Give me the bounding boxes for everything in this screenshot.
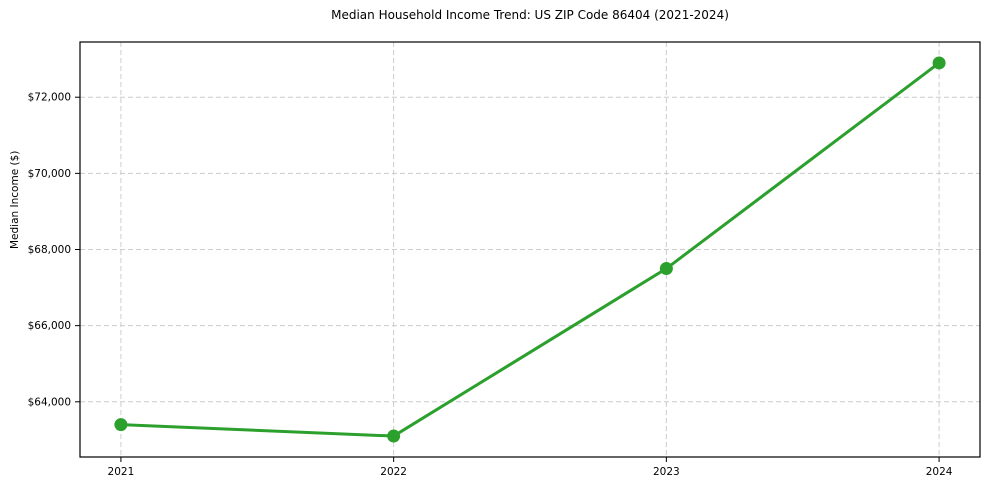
- data-point-2022: [387, 429, 401, 443]
- x-tick-label: 2022: [380, 466, 407, 478]
- y-tick-label: $70,000: [28, 168, 71, 180]
- y-tick-label: $64,000: [28, 396, 71, 408]
- y-tick-label: $72,000: [28, 92, 71, 104]
- x-tick-label: 2023: [653, 466, 680, 478]
- trend-line: [120, 61, 940, 438]
- data-point-2021: [114, 418, 128, 432]
- x-tick-label: 2024: [926, 466, 953, 478]
- y-tick-label: $66,000: [28, 320, 71, 332]
- y-tick-label: $68,000: [28, 244, 71, 256]
- x-tick-label: 2021: [108, 466, 135, 478]
- chart-title: Median Household Income Trend: US ZIP Co…: [331, 8, 729, 22]
- data-point-2024: [932, 56, 946, 70]
- plot-border: [79, 41, 981, 458]
- data-point-2023: [659, 262, 673, 276]
